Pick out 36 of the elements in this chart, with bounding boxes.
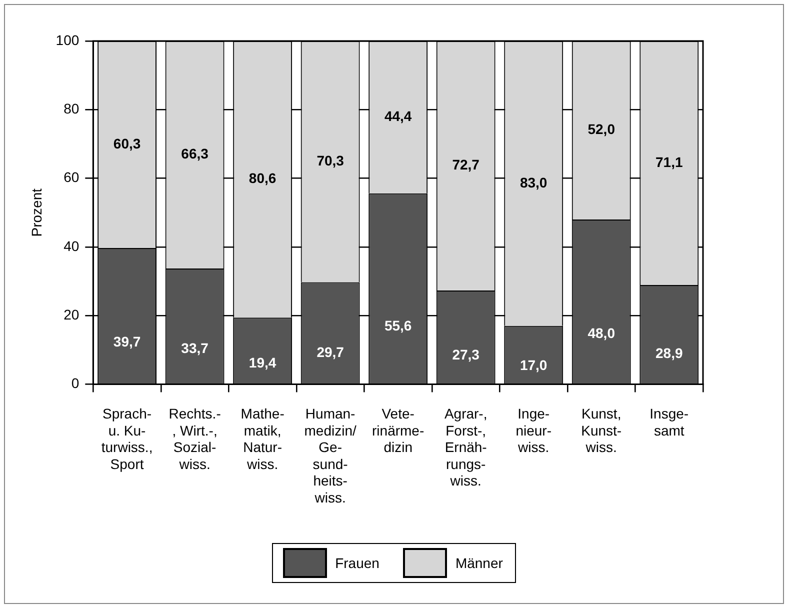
data-label: 60,3: [113, 135, 141, 152]
data-label: 27,3: [452, 346, 480, 362]
data-label: 48,0: [588, 325, 616, 342]
x-tick-label: Rechts.- , Wirt.-, Sozial- wiss.: [168, 405, 222, 472]
x-tick-label: Vete- rinärme- dizin: [372, 405, 424, 456]
data-label: 28,9: [655, 344, 683, 361]
x-tick-label: Kunst, Kunst- wiss.: [581, 405, 622, 456]
data-label: 52,0: [588, 121, 616, 138]
y-tick-label: 0: [71, 375, 80, 392]
y-tick-label: 40: [64, 238, 80, 254]
y-axis-title: Prozent: [28, 188, 44, 237]
x-tick-label: Insge- samt: [650, 405, 689, 438]
data-label: 55,6: [384, 317, 412, 334]
legend-label: Männer: [455, 555, 503, 571]
data-label: 17,0: [520, 357, 548, 374]
data-label: 66,3: [181, 146, 209, 162]
x-tick-label: Inge- nieur- wiss.: [516, 405, 552, 456]
x-tick-label: Agrar-, Forst-, Ernäh- rungs- wiss.: [444, 405, 488, 489]
x-tick-label: Sprach- u. Ku- turwiss., Sport: [101, 405, 153, 472]
data-label: 70,3: [316, 152, 344, 168]
data-label: 33,7: [181, 340, 209, 356]
y-tick-label: 100: [56, 32, 80, 48]
data-label: 19,4: [248, 354, 276, 371]
legend-label: Frauen: [335, 555, 380, 571]
x-tick-label: Mathe- matik, Natur- wiss.: [240, 405, 285, 472]
x-tick-label: Human- medizin/ Ge- sund- heits- wiss.: [304, 405, 356, 506]
data-label: 39,7: [113, 334, 141, 350]
data-label: 80,6: [248, 170, 276, 186]
data-label: 29,7: [316, 344, 344, 360]
y-tick-label: 60: [64, 169, 80, 186]
y-tick-label: 80: [64, 100, 80, 116]
data-label: 83,0: [520, 174, 548, 190]
data-label: 44,4: [384, 108, 412, 124]
data-label: 72,7: [452, 156, 480, 173]
y-tick-label: 20: [64, 306, 80, 322]
data-label: 71,1: [655, 154, 683, 170]
